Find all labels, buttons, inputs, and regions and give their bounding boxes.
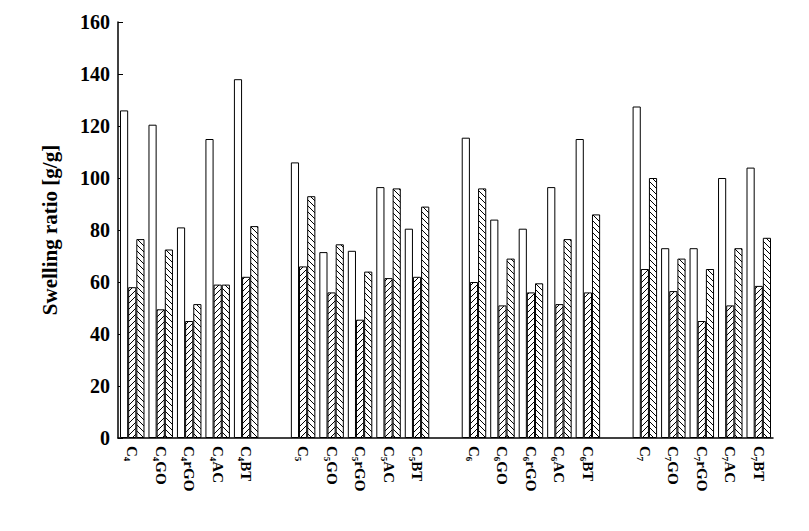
svg-text:80: 80 xyxy=(90,219,110,241)
svg-text:40: 40 xyxy=(90,323,110,345)
svg-text:0: 0 xyxy=(100,427,110,449)
svg-text:120: 120 xyxy=(80,115,110,137)
svg-text:C₇GO: C₇GO xyxy=(665,446,681,485)
svg-text:C₆: C₆ xyxy=(466,446,482,462)
svg-text:C₅GO: C₅GO xyxy=(324,446,340,485)
svg-text:C₄GO: C₄GO xyxy=(153,446,169,485)
svg-text:C₄: C₄ xyxy=(124,446,140,462)
svg-text:C₅AC: C₅AC xyxy=(381,446,397,483)
svg-text:140: 140 xyxy=(80,63,110,85)
svg-text:C₆GO: C₆GO xyxy=(494,446,510,485)
svg-text:C₇AC: C₇AC xyxy=(722,446,738,483)
svg-text:20: 20 xyxy=(90,375,110,397)
svg-text:Swelling ratio [g/g]: Swelling ratio [g/g] xyxy=(38,145,62,315)
svg-text:C₇rGO: C₇rGO xyxy=(694,446,710,491)
svg-text:C₄AC: C₄AC xyxy=(210,446,226,483)
svg-text:C₅BT: C₅BT xyxy=(409,446,425,481)
svg-text:60: 60 xyxy=(90,271,110,293)
svg-text:C₆AC: C₆AC xyxy=(551,446,567,483)
svg-text:C₇BT: C₇BT xyxy=(751,446,767,481)
svg-text:C₅rGO: C₅rGO xyxy=(352,446,368,491)
svg-text:100: 100 xyxy=(80,167,110,189)
svg-text:C₆rGO: C₆rGO xyxy=(523,446,539,491)
svg-text:C₆BT: C₆BT xyxy=(580,446,596,481)
svg-text:C₇: C₇ xyxy=(637,446,653,462)
svg-text:C₅: C₅ xyxy=(295,446,311,462)
svg-text:C₄rGO: C₄rGO xyxy=(181,446,197,491)
svg-text:C₄BT: C₄BT xyxy=(238,446,254,481)
svg-text:160: 160 xyxy=(80,11,110,33)
